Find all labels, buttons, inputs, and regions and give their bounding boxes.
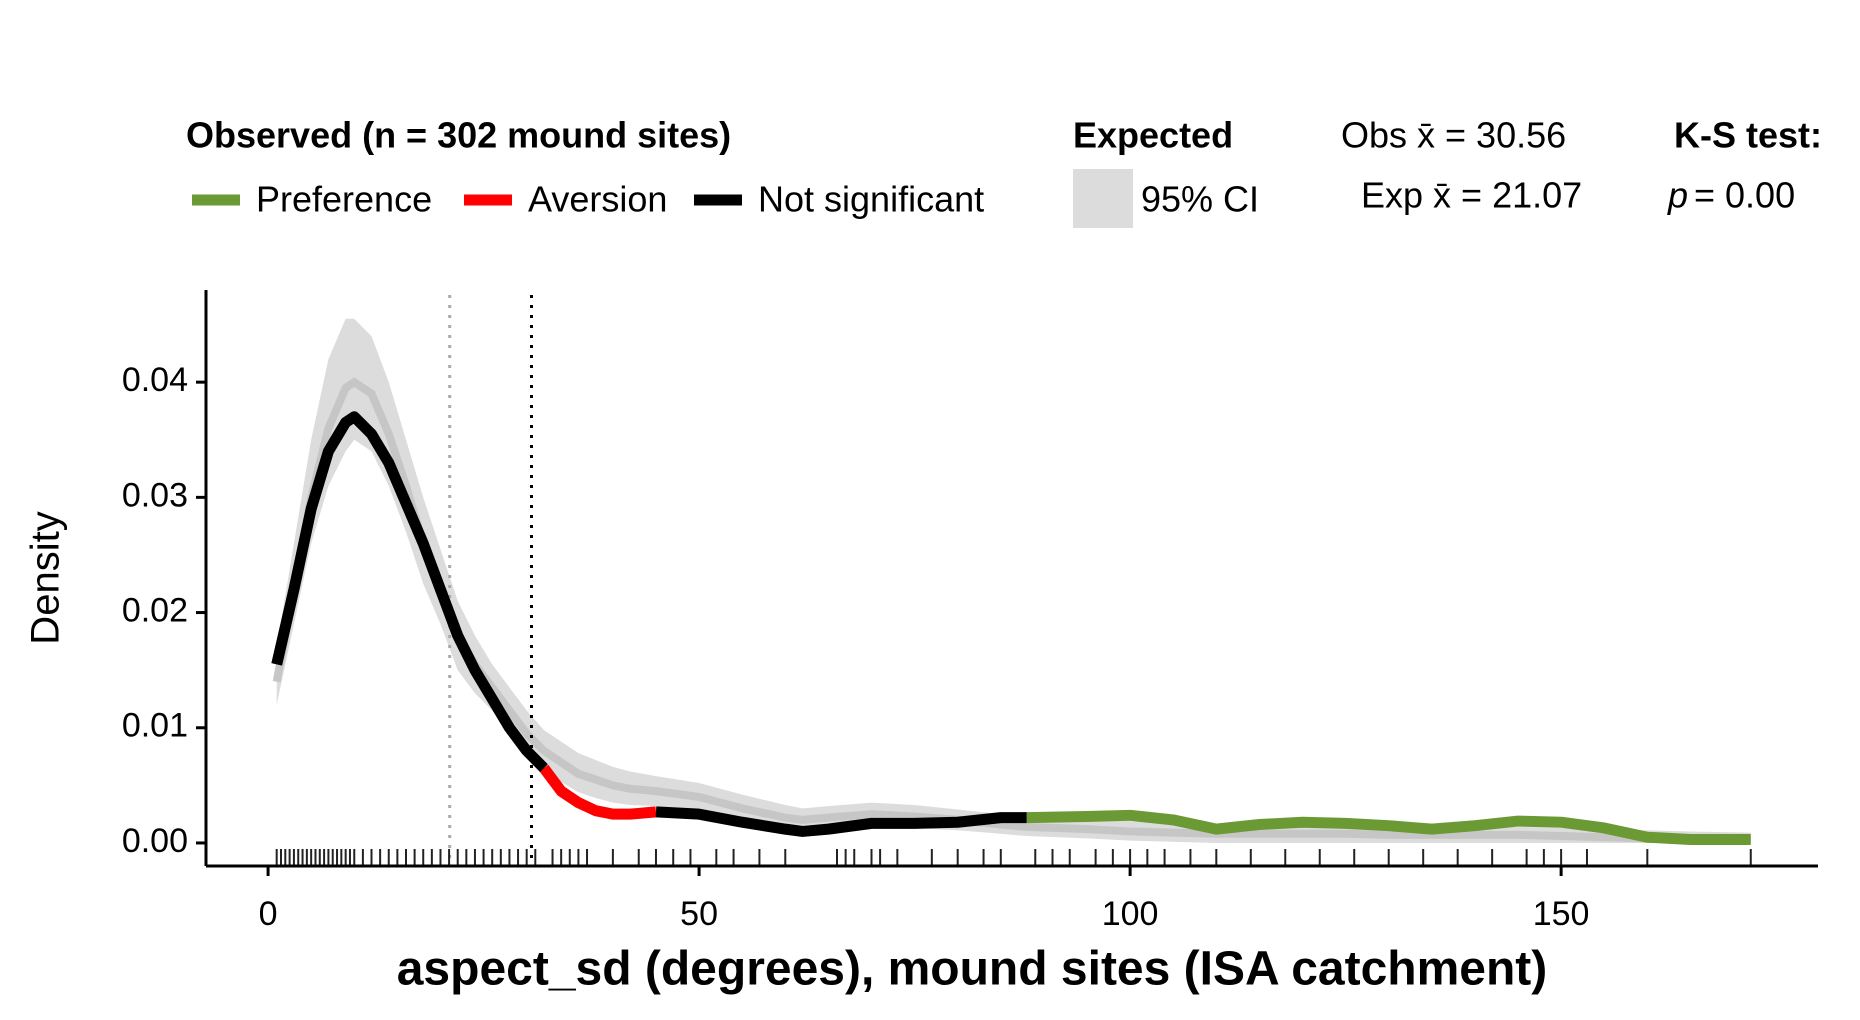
legend-title: Observed (n = 302 mound sites) — [186, 115, 731, 156]
legend-label: Aversion — [528, 179, 667, 220]
expected-mean-line — [272, 377, 1751, 845]
ks-symbol: p — [1667, 175, 1688, 216]
legend-label: 95% CI — [1141, 179, 1259, 220]
legend-label: Preference — [256, 179, 432, 220]
y-tick-label: 0.00 — [122, 822, 188, 860]
exp-mean-label: Exp x̄ = 21.07 — [1361, 175, 1582, 216]
y-tick-label: 0.03 — [122, 476, 188, 514]
ks-value: = 0.00 — [1694, 175, 1795, 216]
legend-label: Not significant — [758, 179, 984, 220]
y-tick-label: 0.04 — [122, 361, 188, 399]
legend-key — [1073, 169, 1133, 228]
expected-title: Expected — [1073, 115, 1233, 156]
x-axis-title: aspect_sd (degrees), mound sites (ISA ca… — [397, 943, 1548, 996]
x-tick-label: 150 — [1533, 895, 1590, 933]
observed-density-line — [271, 411, 1027, 837]
y-tick-label: 0.02 — [122, 592, 188, 630]
x-tick-label: 100 — [1102, 895, 1159, 933]
ks-title: K-S test: — [1674, 115, 1822, 156]
y-axis-title: Density — [24, 511, 68, 644]
observed-density-line — [1026, 809, 1751, 846]
observed-density-line — [539, 764, 657, 820]
x-tick-label: 50 — [680, 895, 718, 933]
obs-mean-label: Obs x̄ = 30.56 — [1341, 115, 1566, 156]
x-tick-label: 0 — [259, 895, 278, 933]
y-tick-label: 0.01 — [122, 707, 188, 745]
